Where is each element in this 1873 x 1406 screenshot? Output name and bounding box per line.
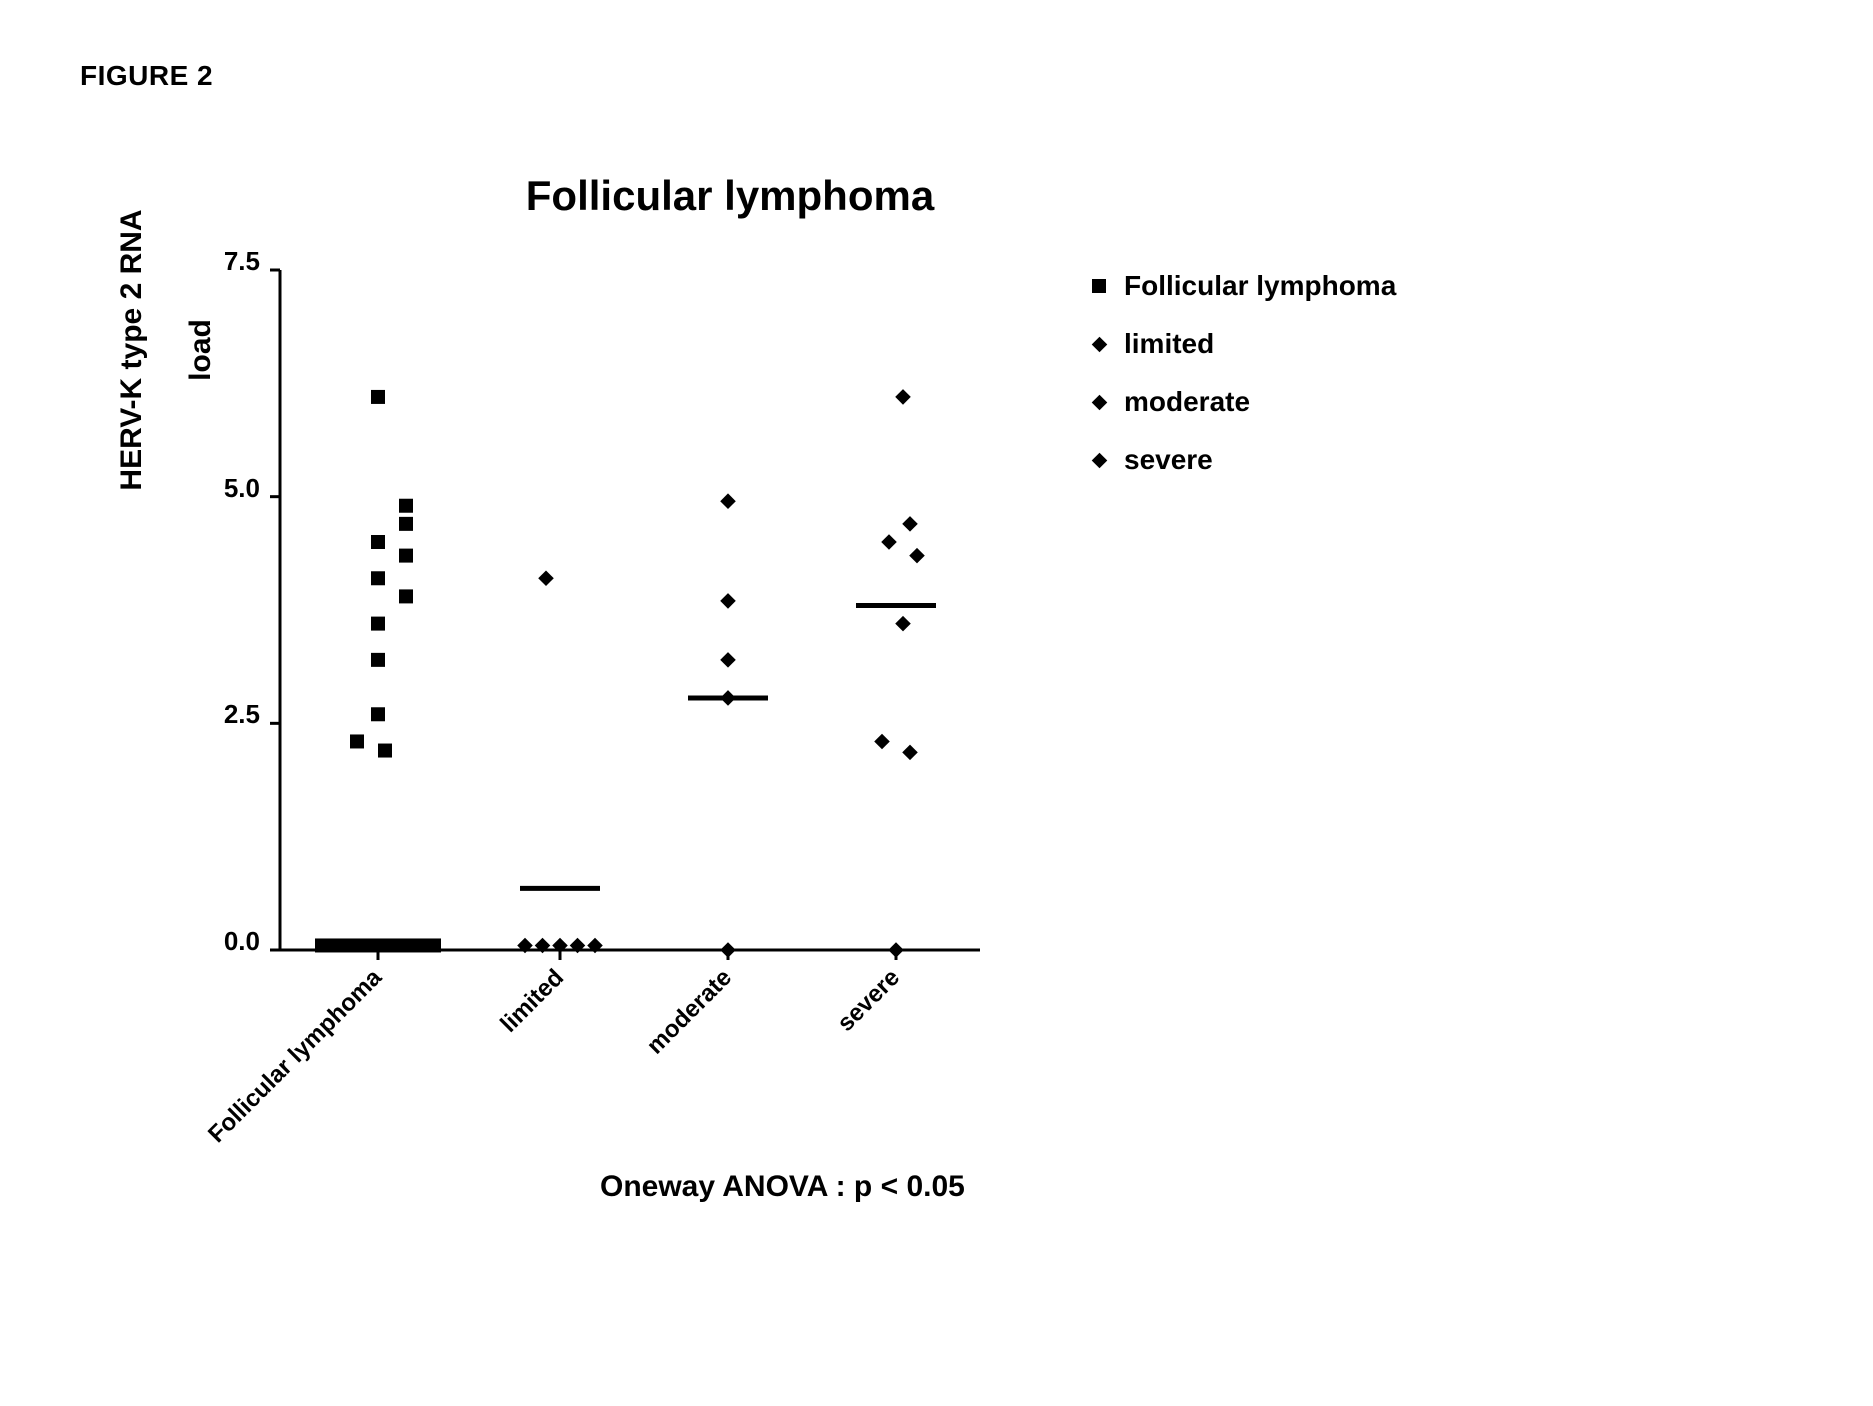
x-tick-label: Follicular lymphoma	[203, 964, 388, 1149]
legend-label: moderate	[1124, 386, 1250, 418]
y-tick-label: 5.0	[210, 473, 260, 504]
y-axis-label-line2: load	[184, 100, 219, 600]
diamond-marker-icon	[1090, 393, 1108, 411]
stat-annotation: Oneway ANOVA : p < 0.05	[600, 1170, 965, 1204]
y-axis-label-line1: HERV-K type 2 RNA	[115, 100, 150, 600]
legend-label: Follicular lymphoma	[1124, 270, 1396, 302]
square-marker-icon	[1090, 277, 1108, 295]
legend-item: limited	[1090, 328, 1396, 360]
diamond-marker-icon	[1090, 451, 1108, 469]
y-tick-label: 0.0	[210, 926, 260, 957]
legend: Follicular lymphoma limited moderate severe	[1090, 270, 1396, 502]
y-axis-label: HERV-K type 2 RNA load	[80, 100, 150, 600]
y-tick-label: 7.5	[210, 246, 260, 277]
page: FIGURE 2 Follicular lymphoma HERV-K type…	[0, 0, 1873, 1406]
y-tick-label: 2.5	[210, 699, 260, 730]
x-tick-label: severe	[832, 964, 906, 1038]
legend-item: moderate	[1090, 386, 1396, 418]
chart-wrap: HERV-K type 2 RNA load 0.02.55.07.5 Foll…	[150, 250, 1750, 1350]
chart-title: Follicular lymphoma	[380, 172, 1080, 220]
x-tick-label: limited	[495, 964, 569, 1038]
legend-label: limited	[1124, 328, 1214, 360]
figure-label: FIGURE 2	[80, 60, 1793, 92]
legend-item: Follicular lymphoma	[1090, 270, 1396, 302]
x-tick-label: moderate	[642, 964, 738, 1060]
legend-label: severe	[1124, 444, 1213, 476]
legend-item: severe	[1090, 444, 1396, 476]
scatter-plot	[270, 260, 990, 960]
diamond-marker-icon	[1090, 335, 1108, 353]
